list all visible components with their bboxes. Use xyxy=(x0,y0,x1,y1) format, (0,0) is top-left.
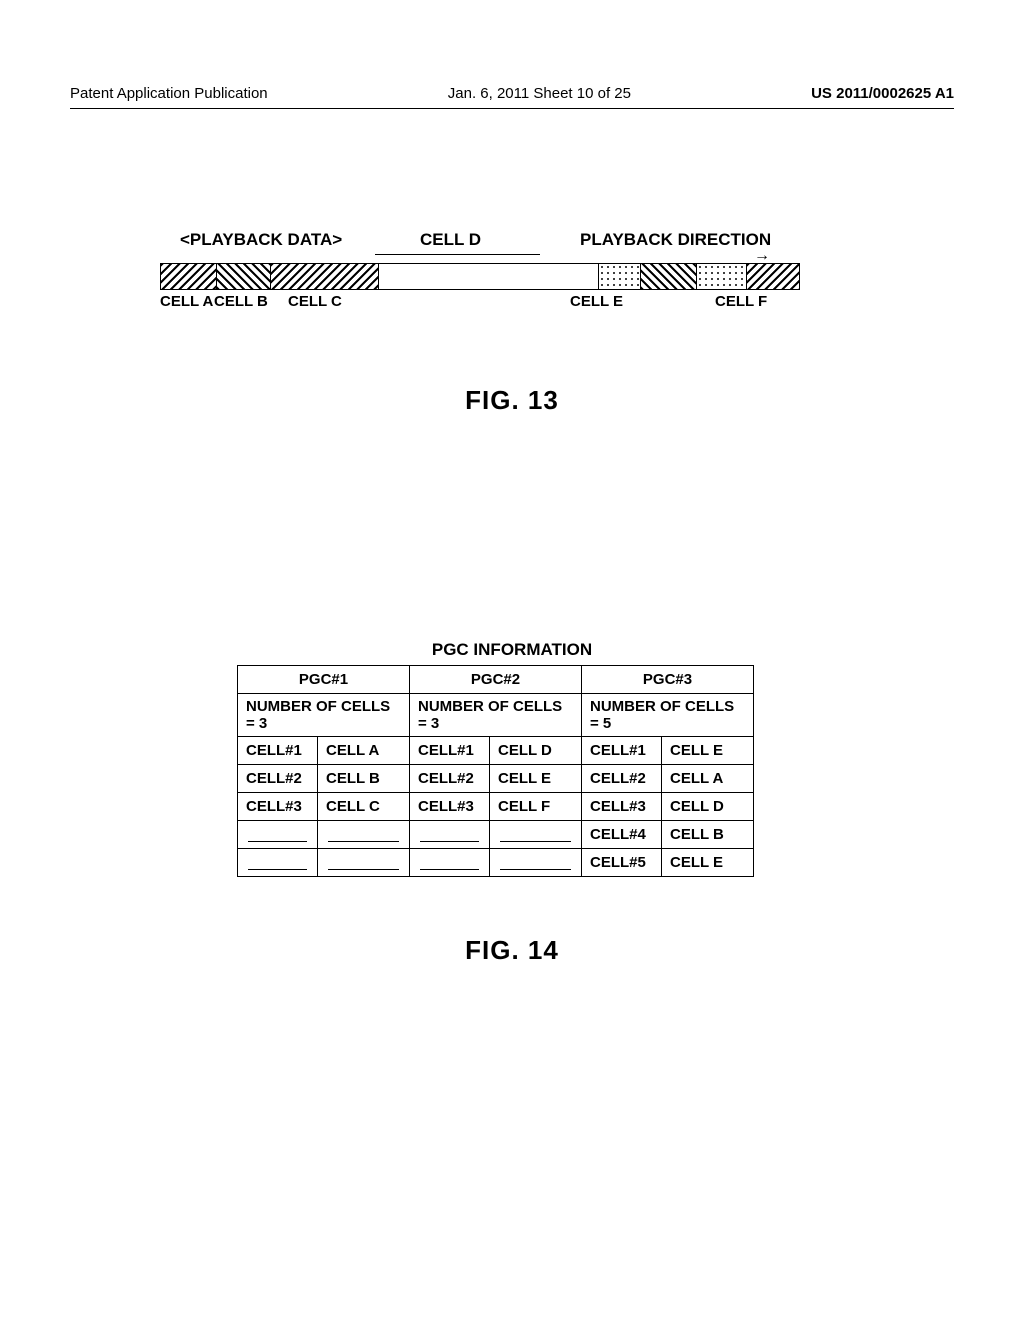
cell-e-block-2 xyxy=(697,264,747,289)
table-cell: CELL E xyxy=(490,765,582,793)
table-cell: CELL B xyxy=(662,821,754,849)
table-cell: CELL D xyxy=(662,793,754,821)
table-cell: CELL#1 xyxy=(582,737,662,765)
table-cell: CELL#4 xyxy=(582,821,662,849)
table-cell: CELL A xyxy=(662,765,754,793)
table-cell: CELL#3 xyxy=(582,793,662,821)
pgc3-numcells: NUMBER OF CELLS = 5 xyxy=(582,694,754,737)
table-cell: CELL#2 xyxy=(410,765,490,793)
table-cell: CELL E xyxy=(662,737,754,765)
label-cell-e: CELL E xyxy=(570,293,623,310)
table-cell: CELL A xyxy=(318,737,410,765)
table-cell: CELL C xyxy=(318,793,410,821)
cell-d-label: CELL D xyxy=(420,230,481,250)
table-cell: CELL E xyxy=(662,849,754,877)
empty-cell xyxy=(318,821,410,849)
table-cell: CELL#3 xyxy=(238,793,318,821)
label-cell-b: CELL B xyxy=(214,293,268,310)
pgc-table: PGC#1 PGC#2 PGC#3 NUMBER OF CELLS = 3 NU… xyxy=(237,665,754,877)
empty-cell xyxy=(410,849,490,877)
cell-mid-block xyxy=(641,264,697,289)
cell-f-block xyxy=(747,264,799,289)
table-cell: CELL#2 xyxy=(238,765,318,793)
pgc1-header: PGC#1 xyxy=(238,666,410,694)
empty-cell xyxy=(490,821,582,849)
label-cell-c: CELL C xyxy=(288,293,342,310)
playback-bar xyxy=(160,263,800,290)
table-cell: CELL#1 xyxy=(238,737,318,765)
table-cell: CELL#5 xyxy=(582,849,662,877)
cell-a-block xyxy=(161,264,217,289)
header-divider xyxy=(70,108,954,109)
empty-cell xyxy=(238,821,318,849)
playback-data-label: <PLAYBACK DATA> xyxy=(180,230,342,250)
cell-d-block xyxy=(379,264,599,289)
cell-c-block xyxy=(271,264,379,289)
fig13-caption: FIG. 13 xyxy=(0,385,1024,416)
empty-cell xyxy=(410,821,490,849)
page-header: Patent Application Publication Jan. 6, 2… xyxy=(0,85,1024,102)
empty-cell xyxy=(318,849,410,877)
empty-cell xyxy=(238,849,318,877)
header-mid: Jan. 6, 2011 Sheet 10 of 25 xyxy=(448,85,631,102)
cell-e-block-1 xyxy=(599,264,641,289)
table-cell: CELL#2 xyxy=(582,765,662,793)
pgc2-header: PGC#2 xyxy=(410,666,582,694)
table-cell: CELL D xyxy=(490,737,582,765)
pgc1-numcells: NUMBER OF CELLS = 3 xyxy=(238,694,410,737)
header-left: Patent Application Publication xyxy=(70,85,268,102)
label-cell-a: CELL A xyxy=(160,293,213,310)
table-cell: CELL#1 xyxy=(410,737,490,765)
label-cell-f: CELL F xyxy=(715,293,767,310)
table-cell: CELL B xyxy=(318,765,410,793)
pgc2-numcells: NUMBER OF CELLS = 3 xyxy=(410,694,582,737)
table-cell: CELL#3 xyxy=(410,793,490,821)
header-right: US 2011/0002625 A1 xyxy=(811,85,954,102)
pgc3-header: PGC#3 xyxy=(582,666,754,694)
empty-cell xyxy=(490,849,582,877)
table-cell: CELL F xyxy=(490,793,582,821)
fig14-caption: FIG. 14 xyxy=(0,935,1024,966)
cell-d-bracket xyxy=(375,254,540,256)
fig14-title: PGC INFORMATION xyxy=(0,640,1024,660)
cell-b-block xyxy=(217,264,271,289)
